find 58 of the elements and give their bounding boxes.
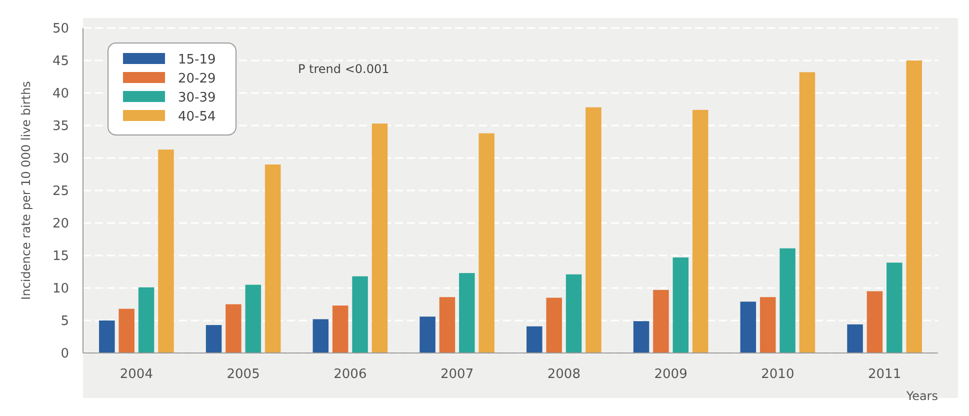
bar — [226, 304, 242, 353]
bar — [633, 321, 650, 353]
bar — [352, 276, 368, 353]
y-tick-label: 30 — [52, 152, 69, 167]
y-tick-label: 40 — [52, 86, 69, 102]
bar — [332, 306, 348, 353]
x-tick-label: 2007 — [440, 367, 474, 382]
bar — [566, 274, 582, 353]
y-tick-label: 5 — [60, 314, 69, 330]
legend-label: 20-29 — [178, 72, 216, 87]
bar — [245, 284, 262, 353]
y-tick-label: 35 — [52, 119, 69, 134]
legend-label: 15-19 — [178, 52, 216, 68]
bar — [264, 164, 281, 353]
x-tick-label: 2011 — [868, 367, 902, 382]
y-tick-label: 50 — [52, 22, 69, 37]
bar — [906, 60, 922, 353]
y-tick-label: 0 — [60, 346, 69, 362]
bar — [206, 325, 222, 353]
x-tick-label: 2010 — [761, 367, 794, 382]
bar — [740, 302, 756, 353]
x-tick-label: 2009 — [654, 367, 688, 382]
bar — [312, 319, 329, 353]
bar — [158, 150, 174, 353]
y-tick-label: 10 — [52, 282, 69, 297]
bar — [866, 291, 883, 353]
y-tick-label: 25 — [52, 184, 69, 200]
bar — [138, 287, 154, 353]
bar — [692, 110, 708, 353]
y-tick-label: 20 — [52, 216, 69, 232]
bar — [653, 290, 669, 353]
bar — [459, 273, 475, 353]
bar — [799, 72, 816, 353]
y-axis-title: Incidence rate per 10 000 live births — [19, 81, 33, 300]
bar — [586, 107, 602, 353]
legend-label: 40-54 — [178, 110, 216, 125]
annotation: P trend <0.001 — [298, 62, 390, 76]
bar — [886, 262, 902, 353]
bar — [672, 257, 689, 353]
x-tick-label: 2006 — [334, 367, 367, 382]
bar — [118, 308, 134, 353]
bar — [99, 320, 115, 353]
bar — [372, 124, 388, 353]
bar — [526, 326, 542, 353]
bar — [780, 248, 796, 353]
bar — [546, 298, 562, 353]
bar — [478, 133, 494, 353]
x-axis-title: Years — [905, 389, 938, 403]
y-tick-label: 15 — [52, 249, 69, 264]
y-tick-label: 45 — [52, 54, 69, 70]
bar — [420, 316, 436, 353]
x-tick-label: 2005 — [226, 367, 260, 382]
bar — [760, 297, 776, 353]
legend-label: 30-39 — [178, 90, 216, 106]
x-tick-label: 2008 — [547, 367, 580, 382]
bar — [439, 297, 456, 353]
bar — [847, 324, 863, 353]
x-tick-label: 2004 — [120, 367, 153, 382]
